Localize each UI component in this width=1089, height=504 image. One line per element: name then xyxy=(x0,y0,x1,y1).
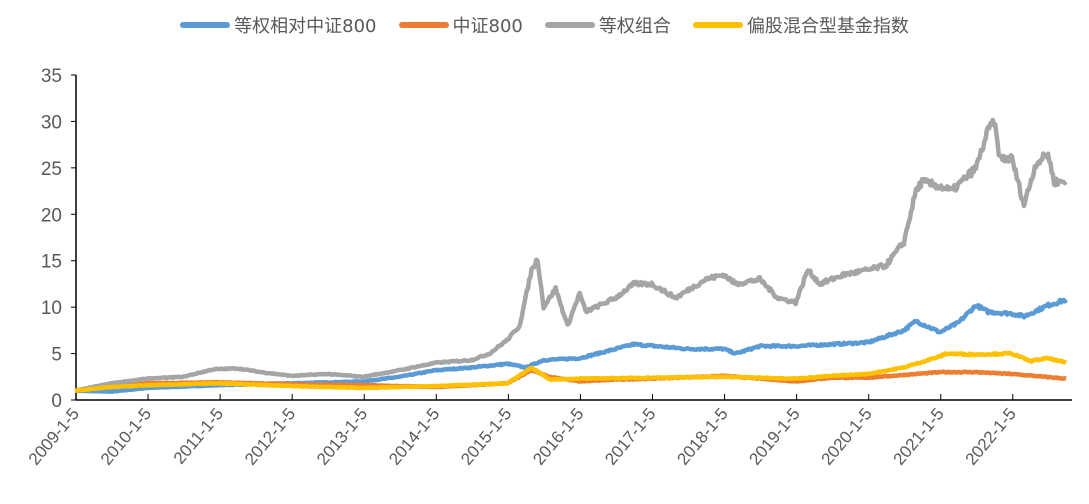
legend-label: 等权组合 xyxy=(598,16,671,37)
y-tick-label: 30 xyxy=(41,112,62,133)
x-tick-label: 2022-1-5 xyxy=(962,404,1020,468)
legend-swatch xyxy=(398,22,449,28)
legend-swatch xyxy=(544,22,595,28)
x-tick-label: 2016-1-5 xyxy=(529,404,587,468)
legend-swatch xyxy=(180,22,231,28)
legend-item: 等权组合 xyxy=(544,12,671,38)
y-tick-label: 25 xyxy=(41,159,62,180)
legend-swatch xyxy=(692,22,743,28)
legend-item: 偏股混合型基金指数 xyxy=(692,12,909,38)
x-tick-label: 2020-1-5 xyxy=(817,404,875,468)
y-tick-label: 10 xyxy=(41,298,62,319)
y-tick-label: 20 xyxy=(41,205,62,226)
legend-item: 中证800 xyxy=(398,12,523,38)
x-tick-label: 2010-1-5 xyxy=(97,404,155,468)
x-tick-label: 2012-1-5 xyxy=(241,404,299,468)
x-tick-label: 2015-1-5 xyxy=(457,404,515,468)
y-tick-label: 35 xyxy=(41,66,62,87)
legend-label: 偏股混合型基金指数 xyxy=(746,16,909,37)
x-tick-label: 2009-1-5 xyxy=(25,404,83,468)
y-tick-label: 15 xyxy=(41,252,62,273)
y-tick-label: 5 xyxy=(51,345,62,366)
y-tick-label: 0 xyxy=(51,391,62,412)
legend-label: 等权相对中证800 xyxy=(234,16,377,37)
x-tick-label: 2021-1-5 xyxy=(890,404,948,468)
x-tick-label: 2018-1-5 xyxy=(673,404,731,468)
series-line-2 xyxy=(74,117,1068,393)
x-tick-label: 2011-1-5 xyxy=(170,404,227,467)
legend-label: 中证800 xyxy=(452,16,523,37)
legend: 等权相对中证800 中证800 等权组合 偏股混合型基金指数 xyxy=(0,12,1089,38)
legend-item: 等权相对中证800 xyxy=(180,12,377,38)
x-tick-label: 2017-1-5 xyxy=(601,404,659,468)
series-line-3 xyxy=(74,350,1068,394)
x-tick-label: 2013-1-5 xyxy=(313,404,371,468)
x-tick-label: 2014-1-5 xyxy=(385,404,443,468)
x-tick-label: 2019-1-5 xyxy=(745,404,803,468)
